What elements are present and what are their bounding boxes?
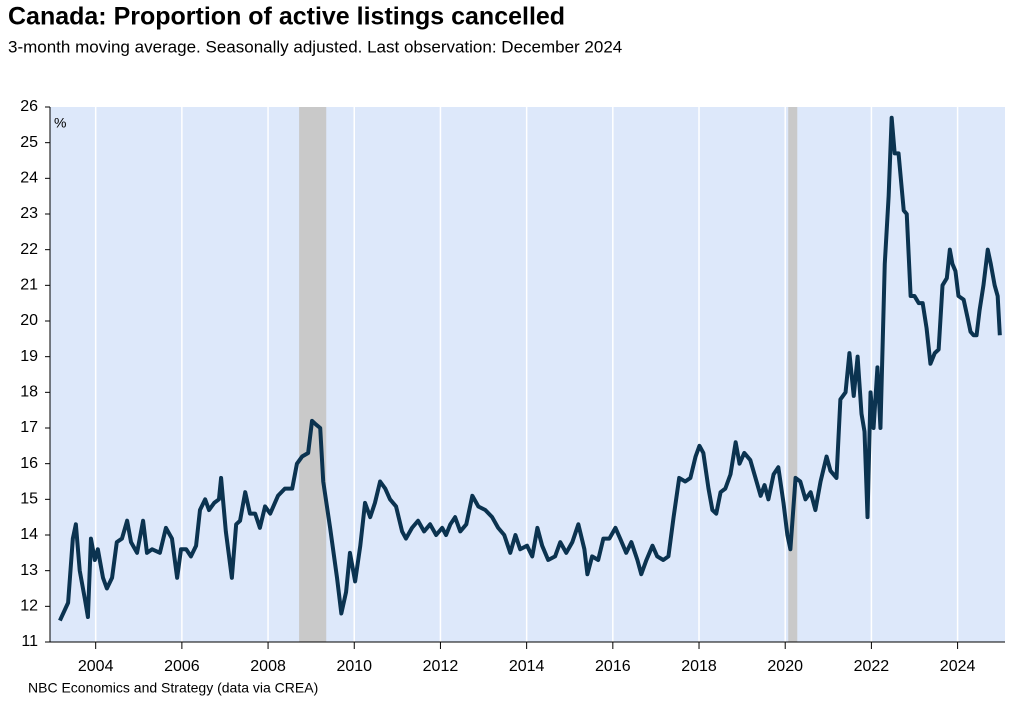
y-tick-label: 14 [20, 526, 38, 543]
source-note: NBC Economics and Strategy (data via CRE… [28, 680, 318, 696]
y-tick-label: 22 [20, 241, 38, 258]
x-tick-label: 2022 [854, 658, 890, 675]
x-tick-label: 2010 [336, 658, 372, 675]
x-tick-label: 2016 [595, 658, 631, 675]
chart-title: Canada: Proportion of active listings ca… [8, 3, 565, 31]
x-tick-label: 2018 [681, 658, 717, 675]
recession-shade [788, 107, 798, 642]
y-tick-label: 23 [20, 205, 38, 222]
x-tick-label: 2014 [509, 658, 545, 675]
y-unit-label: % [54, 115, 66, 131]
recession-shade [299, 107, 327, 642]
y-tick-label: 20 [20, 312, 38, 329]
y-tick-label: 19 [20, 348, 38, 365]
x-tick-label: 2020 [767, 658, 803, 675]
y-tick-label: 12 [20, 598, 38, 615]
y-tick-label: 25 [20, 134, 38, 151]
chart-subtitle: 3-month moving average. Seasonally adjus… [8, 37, 622, 56]
y-tick-label: 18 [20, 384, 38, 401]
y-tick-label: 21 [20, 277, 38, 294]
y-tick-label: 26 [20, 98, 38, 115]
y-tick-label: 13 [20, 562, 38, 579]
data-line [58, 115, 1002, 622]
y-tick-label: 16 [20, 455, 38, 472]
y-tick-label: 24 [20, 170, 38, 187]
plot-background [50, 107, 1005, 642]
x-tick-label: 2024 [940, 658, 976, 675]
y-tick-label: 17 [20, 419, 38, 436]
x-tick-label: 2006 [164, 658, 200, 675]
x-tick-label: 2012 [423, 658, 459, 675]
y-tick-label: 11 [21, 633, 38, 650]
x-tick-label: 2008 [250, 658, 286, 675]
y-tick-label: 15 [20, 491, 38, 508]
x-tick-label: 2004 [78, 658, 114, 675]
